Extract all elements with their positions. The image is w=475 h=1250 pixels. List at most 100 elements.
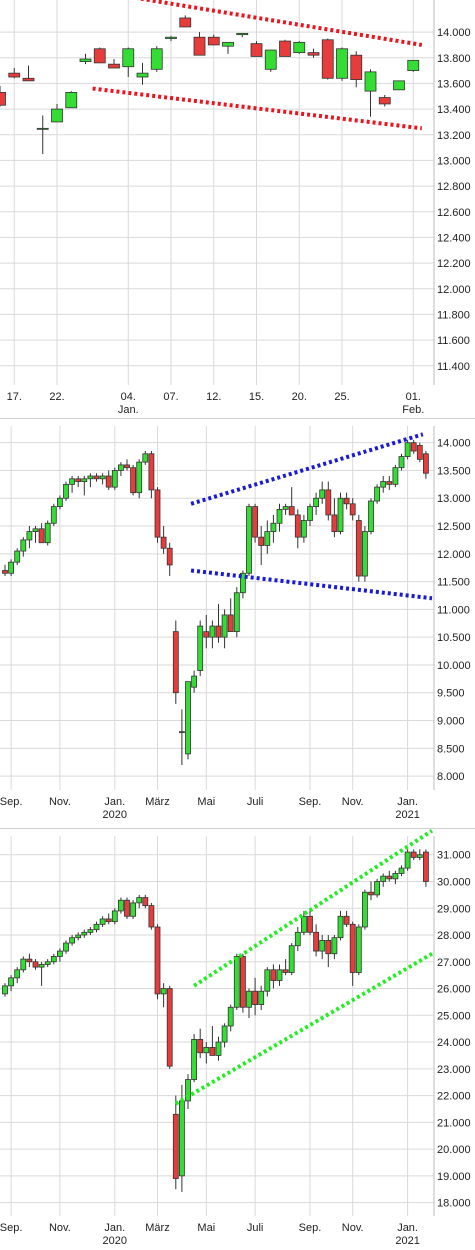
candle-down [172, 1113, 179, 1179]
x-tick-label: 07. [163, 391, 178, 403]
candle-down [22, 77, 35, 82]
candle-up [364, 71, 377, 92]
candle-down [166, 988, 173, 1067]
chart-2-svg: 14.000 13.500 13.000 12.500 12.000 11.500 11.0… [0, 426, 471, 821]
candle-up [99, 475, 106, 480]
y-tick-label: 13.500 [437, 465, 471, 477]
x-tick-sublabel: 2021 [395, 809, 419, 821]
candle-down [343, 915, 350, 925]
y-tick-label: 14.000 [437, 438, 471, 450]
candle-up [331, 937, 338, 955]
candle-down [252, 990, 259, 1005]
candle-up [32, 528, 39, 532]
candle-down [154, 489, 161, 538]
candle-up [65, 92, 78, 109]
candle-up [69, 478, 75, 485]
candle-down [38, 528, 45, 544]
candle-down [105, 918, 112, 923]
chart-3-svg: 31.000 30.000 29.000 28.000 27.000 26.000 25.0… [0, 828, 471, 1247]
candle-up [87, 475, 94, 480]
y-tick-label: 20.000 [437, 1144, 471, 1156]
candle-up [2, 985, 8, 995]
candle-up [63, 483, 69, 499]
y-tick-label: 10.500 [437, 632, 471, 644]
candle-up [300, 915, 307, 933]
y-tick-label: 12.000 [437, 284, 471, 296]
x-tick-label: Sep. [299, 796, 322, 808]
y-tick-label: 12.200 [437, 258, 471, 270]
candle-up [215, 1041, 222, 1056]
candle-up [51, 108, 63, 123]
candle-down [148, 905, 155, 928]
candle-up [26, 531, 33, 541]
panel-divider [0, 418, 475, 419]
y-tick-label: 12.000 [437, 549, 471, 561]
grid [0, 836, 434, 1216]
x-tick-label: 17. [7, 391, 22, 403]
candle-up [319, 939, 326, 952]
candle-up [57, 497, 63, 507]
candle-up [191, 675, 198, 688]
candle-down [2, 570, 8, 574]
candle-up [236, 32, 249, 36]
candle-down [227, 614, 234, 633]
y-tick-label: 9.000 [437, 716, 465, 728]
candle-down [207, 36, 220, 46]
candle-up [293, 41, 306, 54]
candle-down [378, 97, 391, 105]
candle-up [336, 48, 348, 79]
candle-up [398, 867, 405, 874]
candle-down [325, 489, 332, 516]
candle-up [404, 442, 411, 457]
candle-down [325, 939, 332, 955]
candle-up [14, 969, 21, 979]
candle-up [79, 58, 92, 62]
candle-up [209, 625, 216, 638]
candle-up [44, 961, 51, 965]
candle-up [178, 731, 185, 734]
candle-up [57, 950, 63, 957]
trendline [190, 568, 433, 601]
candle-up [355, 926, 362, 973]
candle-down [386, 481, 393, 485]
y-tick-label: 11.600 [437, 335, 470, 347]
candle-down [108, 63, 120, 69]
y-tick-label: 8.500 [437, 743, 465, 755]
candle-down [270, 969, 277, 981]
candle-down [130, 467, 137, 494]
candle-up [380, 875, 387, 882]
candle-up [136, 72, 149, 78]
trendline [174, 952, 434, 1106]
x-tick-label: Jan. [397, 1222, 418, 1234]
candle-up [20, 958, 27, 971]
y-tick-label: 11.000 [437, 604, 470, 616]
x-tick-label: Jan. [104, 796, 125, 808]
candle-up [270, 522, 277, 532]
chart-1-panel: 14.000 13.800 13.600 13.400 13.200 13.000 12.8… [0, 0, 475, 418]
candle-up [282, 506, 289, 510]
chart-2-panel: 14.000 13.500 13.000 12.500 12.000 11.500 11.0… [0, 418, 475, 828]
candle-up [8, 561, 15, 574]
y-tick-label: 11.400 [437, 361, 470, 373]
candle-up [118, 464, 124, 471]
y-tick-label: 14.000 [437, 27, 471, 39]
candle-up [288, 945, 295, 973]
candle-up [191, 1038, 198, 1080]
x-tick-label: Nov. [49, 796, 71, 808]
x-tick-label: 25. [334, 391, 349, 403]
candle-up [111, 910, 118, 923]
candle-down [166, 547, 173, 566]
candle-up [319, 489, 326, 499]
candle-down [193, 36, 206, 56]
y-tick-label: 13.600 [437, 78, 471, 90]
candle-up [178, 1100, 185, 1177]
candle-down [203, 631, 210, 638]
y-tick-label: 12.400 [437, 232, 471, 244]
y-tick-label: 25.000 [437, 1010, 471, 1022]
x-tick-sublabel: Feb. [402, 404, 424, 416]
x-tick-sublabel: 2020 [103, 809, 127, 821]
candle-down [239, 956, 246, 1008]
y-tick-label: 13.200 [437, 130, 471, 142]
y-tick-label: 26.000 [437, 984, 471, 996]
candle-up [150, 48, 163, 70]
